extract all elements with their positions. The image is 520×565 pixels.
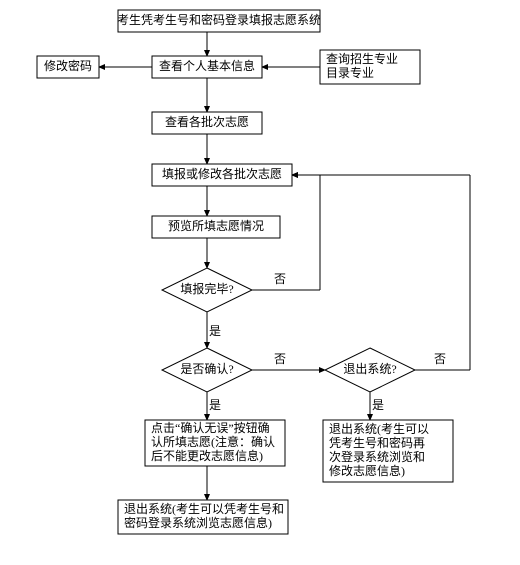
edge-label-8: 是 <box>209 324 221 338</box>
edge-label-15: 否 <box>434 352 446 366</box>
svg-text:预览所填志愿情况: 预览所填志愿情况 <box>168 218 264 233</box>
edge-label-12: 是 <box>209 398 221 412</box>
svg-text:后不能更改志愿信息): 后不能更改志愿信息) <box>151 448 263 463</box>
svg-text:退出系统?: 退出系统? <box>343 362 396 376</box>
svg-text:退出系统(考生可以凭考生号和: 退出系统(考生可以凭考生号和 <box>124 501 284 516</box>
node-n_click: 点击“确认无误”按钮确认所填志愿(注意：确认后不能更改志愿信息) <box>145 420 285 466</box>
svg-text:修改志愿信息): 修改志愿信息) <box>329 463 405 478</box>
edge-label-9: 否 <box>274 272 286 286</box>
node-n_login: 考生凭考生号和密码登录填报志愿系统 <box>117 10 321 32</box>
node-n_viewbatch: 查看各批次志愿 <box>152 112 262 134</box>
svg-text:查看各批次志愿: 查看各批次志愿 <box>165 114 249 129</box>
node-d_exit: 退出系统? <box>325 348 415 392</box>
svg-text:填报或修改各批次志愿: 填报或修改各批次志愿 <box>162 166 282 181</box>
flowchart-canvas: 是否是否是否 考生凭考生号和密码登录填报志愿系统修改密码查看个人基本信息查询招生… <box>0 0 520 565</box>
svg-text:次登录系统浏览和: 次登录系统浏览和 <box>329 449 425 464</box>
svg-text:退出系统(考生可以: 退出系统(考生可以 <box>329 422 429 436</box>
svg-text:认所填志愿(注意：确认: 认所填志愿(注意：确认 <box>151 434 275 449</box>
node-n_exit1: 退出系统(考生可以凭考生号和密码登录系统浏览志愿信息) <box>118 500 288 534</box>
node-d_confirm: 是否确认? <box>162 348 252 392</box>
svg-text:考生凭考生号和密码登录填报志愿系统: 考生凭考生号和密码登录填报志愿系统 <box>117 12 321 27</box>
edge-label-13: 否 <box>274 352 286 366</box>
node-n_fillmodify: 填报或修改各批次志愿 <box>152 164 292 186</box>
node-n_viewinfo: 查看个人基本信息 <box>152 56 262 78</box>
svg-text:点击“确认无误”按钮确: 点击“确认无误”按钮确 <box>151 420 270 435</box>
node-n_preview: 预览所填志愿情况 <box>152 216 280 238</box>
svg-text:凭考生号和密码再: 凭考生号和密码再 <box>329 435 425 450</box>
nodes-layer: 考生凭考生号和密码登录填报志愿系统修改密码查看个人基本信息查询招生专业目录专业查… <box>37 10 453 534</box>
node-n_querymajor: 查询招生专业目录专业 <box>320 50 420 84</box>
svg-text:密码登录系统浏览志愿信息): 密码登录系统浏览志愿信息) <box>124 515 272 530</box>
node-n_exit2: 退出系统(考生可以凭考生号和密码再次登录系统浏览和修改志愿信息) <box>323 420 453 482</box>
node-d_done: 填报完毕? <box>162 268 252 312</box>
edge-label-14: 是 <box>372 398 384 412</box>
svg-text:查看个人基本信息: 查看个人基本信息 <box>159 58 255 73</box>
svg-text:填报完毕?: 填报完毕? <box>180 281 233 296</box>
node-n_changepw: 修改密码 <box>37 56 99 78</box>
svg-text:目录专业: 目录专业 <box>326 65 374 80</box>
svg-text:是否确认?: 是否确认? <box>180 362 233 376</box>
svg-text:查询招生专业: 查询招生专业 <box>326 51 398 66</box>
svg-text:修改密码: 修改密码 <box>44 58 92 73</box>
